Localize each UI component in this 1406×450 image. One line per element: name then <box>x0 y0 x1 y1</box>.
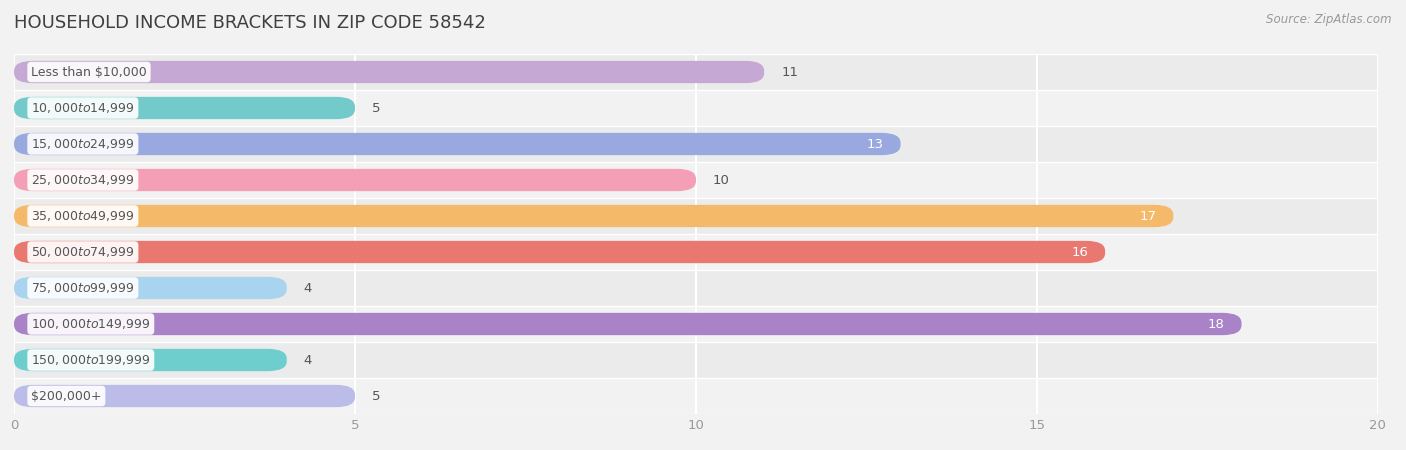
Text: 10: 10 <box>713 174 730 186</box>
Bar <box>14 126 1378 162</box>
Text: $200,000+: $200,000+ <box>31 390 101 402</box>
Text: 18: 18 <box>1208 318 1225 330</box>
Bar <box>14 54 1378 90</box>
Text: 11: 11 <box>782 66 799 78</box>
Bar <box>14 90 1378 126</box>
Text: $100,000 to $149,999: $100,000 to $149,999 <box>31 317 150 331</box>
FancyBboxPatch shape <box>14 277 287 299</box>
Text: $15,000 to $24,999: $15,000 to $24,999 <box>31 137 135 151</box>
Text: 4: 4 <box>304 354 312 366</box>
Text: HOUSEHOLD INCOME BRACKETS IN ZIP CODE 58542: HOUSEHOLD INCOME BRACKETS IN ZIP CODE 58… <box>14 14 486 32</box>
FancyBboxPatch shape <box>14 241 1105 263</box>
Text: $35,000 to $49,999: $35,000 to $49,999 <box>31 209 135 223</box>
Text: Less than $10,000: Less than $10,000 <box>31 66 146 78</box>
Bar <box>14 306 1378 342</box>
FancyBboxPatch shape <box>14 61 765 83</box>
Bar <box>14 162 1378 198</box>
Bar <box>14 198 1378 234</box>
Text: $150,000 to $199,999: $150,000 to $199,999 <box>31 353 150 367</box>
FancyBboxPatch shape <box>14 349 287 371</box>
Text: 5: 5 <box>373 390 381 402</box>
Text: 17: 17 <box>1139 210 1156 222</box>
Text: $25,000 to $34,999: $25,000 to $34,999 <box>31 173 135 187</box>
Text: $50,000 to $74,999: $50,000 to $74,999 <box>31 245 135 259</box>
Text: $10,000 to $14,999: $10,000 to $14,999 <box>31 101 135 115</box>
FancyBboxPatch shape <box>14 133 901 155</box>
Bar <box>14 378 1378 414</box>
Text: 16: 16 <box>1071 246 1088 258</box>
Bar <box>14 342 1378 378</box>
Text: $75,000 to $99,999: $75,000 to $99,999 <box>31 281 135 295</box>
Text: 5: 5 <box>373 102 381 114</box>
FancyBboxPatch shape <box>14 313 1241 335</box>
FancyBboxPatch shape <box>14 385 356 407</box>
Bar <box>14 270 1378 306</box>
Text: Source: ZipAtlas.com: Source: ZipAtlas.com <box>1267 14 1392 27</box>
FancyBboxPatch shape <box>14 205 1173 227</box>
Bar <box>14 234 1378 270</box>
Text: 4: 4 <box>304 282 312 294</box>
FancyBboxPatch shape <box>14 169 696 191</box>
FancyBboxPatch shape <box>14 97 356 119</box>
Text: 13: 13 <box>866 138 883 150</box>
